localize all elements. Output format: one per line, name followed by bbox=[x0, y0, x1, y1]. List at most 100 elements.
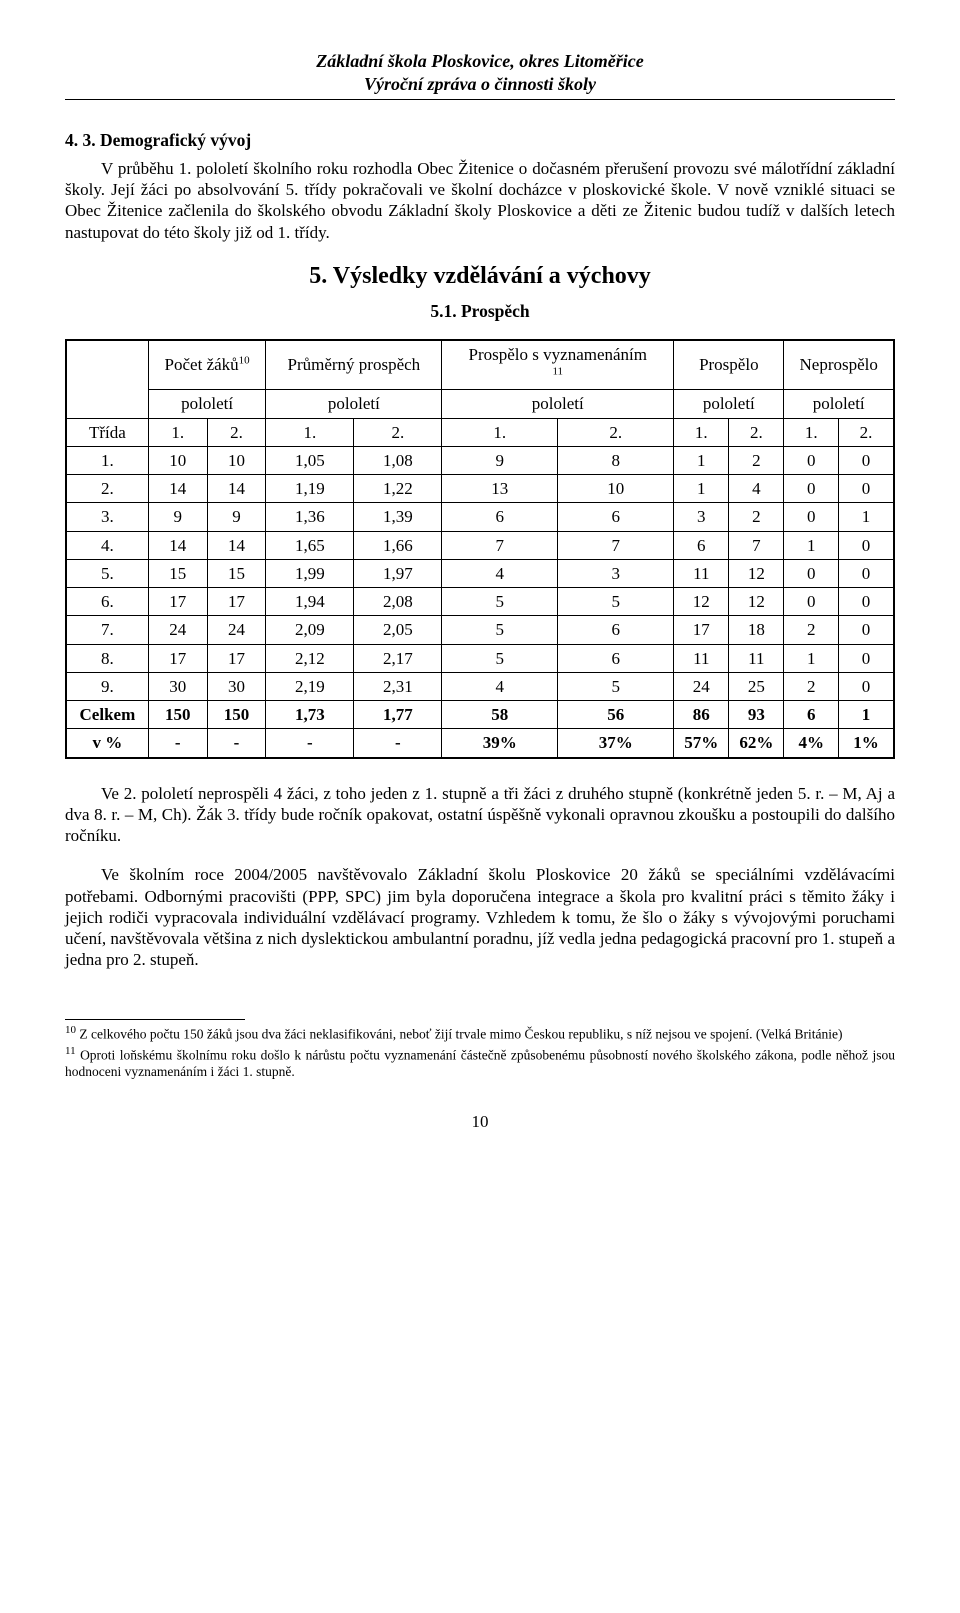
table-cell: 0 bbox=[784, 588, 839, 616]
sub-4-2: 2. bbox=[729, 418, 784, 446]
table-cell: 2,09 bbox=[266, 616, 354, 644]
table-cell: 11 bbox=[674, 644, 729, 672]
table-cell: 6 bbox=[784, 701, 839, 729]
table-cell: - bbox=[148, 729, 207, 758]
table-cell: 7 bbox=[729, 531, 784, 559]
header-report-line: Výroční zpráva o činnosti školy bbox=[65, 73, 895, 101]
table-cell: 1 bbox=[839, 701, 894, 729]
table-cell: 1,99 bbox=[266, 559, 354, 587]
sub-2-2: 2. bbox=[354, 418, 442, 446]
table-cell: 12 bbox=[674, 588, 729, 616]
sub-4-1: 1. bbox=[674, 418, 729, 446]
table-cell: - bbox=[354, 729, 442, 758]
table-cell: 30 bbox=[207, 672, 266, 700]
table-cell: 2,19 bbox=[266, 672, 354, 700]
table-cell: 9 bbox=[148, 503, 207, 531]
table-row: 6.17171,942,0855121200 bbox=[66, 588, 894, 616]
table-cell: 24 bbox=[148, 616, 207, 644]
table-cell: 1,66 bbox=[354, 531, 442, 559]
table-cell: 1,65 bbox=[266, 531, 354, 559]
table-cell: 13 bbox=[442, 475, 558, 503]
table-cell: 6 bbox=[558, 644, 674, 672]
table-cell: 4 bbox=[442, 559, 558, 587]
col-pocet-zaku: Počet žáků10 bbox=[148, 340, 266, 390]
table-cell: 2 bbox=[784, 672, 839, 700]
sub-5-2: 2. bbox=[839, 418, 894, 446]
table-cell: 15 bbox=[207, 559, 266, 587]
row-label: 1. bbox=[66, 446, 148, 474]
row-label: 9. bbox=[66, 672, 148, 700]
table-cell: 2,08 bbox=[354, 588, 442, 616]
footnote-11: 11 Oproti loňskému školnímu roku došlo k… bbox=[65, 1045, 895, 1081]
col-neprospelo: Neprospělo bbox=[784, 340, 894, 390]
table-cell: 17 bbox=[148, 644, 207, 672]
table-cell: 37% bbox=[558, 729, 674, 758]
table-cell: 86 bbox=[674, 701, 729, 729]
table-cell: 1,77 bbox=[354, 701, 442, 729]
table-cell: 1,22 bbox=[354, 475, 442, 503]
table-cell: 150 bbox=[148, 701, 207, 729]
table-cell: 17 bbox=[674, 616, 729, 644]
table-row: 5.15151,991,9743111200 bbox=[66, 559, 894, 587]
table-cell: 0 bbox=[839, 475, 894, 503]
footnote-ref-11: 11 bbox=[552, 365, 563, 377]
table-cell: 25 bbox=[729, 672, 784, 700]
table-cell: 150 bbox=[207, 701, 266, 729]
table-cell: 7 bbox=[558, 531, 674, 559]
section-5-heading: 5. Výsledky vzdělávání a výchovy bbox=[65, 261, 895, 291]
table-cell: 39% bbox=[442, 729, 558, 758]
row-label: 8. bbox=[66, 644, 148, 672]
table-cell: 56 bbox=[558, 701, 674, 729]
col-prumerny-prospech: Průměrný prospěch bbox=[266, 340, 442, 390]
table-cell: 6 bbox=[558, 503, 674, 531]
paragraph-after-table-1: Ve 2. pololetí neprospěli 4 žáci, z toho… bbox=[65, 783, 895, 847]
table-cell: 58 bbox=[442, 701, 558, 729]
table-cell: 9 bbox=[442, 446, 558, 474]
table-cell: 12 bbox=[729, 588, 784, 616]
table-cell: 11 bbox=[674, 559, 729, 587]
table-cell: 1 bbox=[784, 531, 839, 559]
table-row: 1.10101,051,08981200 bbox=[66, 446, 894, 474]
total-label: Celkem bbox=[66, 701, 148, 729]
table-cell: 0 bbox=[784, 446, 839, 474]
table-cell: 18 bbox=[729, 616, 784, 644]
table-cell: 0 bbox=[839, 672, 894, 700]
table-cell: 12 bbox=[729, 559, 784, 587]
table-cell: 6 bbox=[442, 503, 558, 531]
table-cell: 1,73 bbox=[266, 701, 354, 729]
table-cell: 24 bbox=[207, 616, 266, 644]
sub-1-2: 2. bbox=[207, 418, 266, 446]
table-cell: 2 bbox=[729, 503, 784, 531]
footnotes-block: 10 Z celkového počtu 150 žáků jsou dva ž… bbox=[65, 1019, 895, 1082]
table-cell: 57% bbox=[674, 729, 729, 758]
table-cell: 3 bbox=[558, 559, 674, 587]
table-row: 3.991,361,39663201 bbox=[66, 503, 894, 531]
table-cell: 2 bbox=[729, 446, 784, 474]
footnote-10: 10 Z celkového počtu 150 žáků jsou dva ž… bbox=[65, 1024, 895, 1043]
table-cell: 1% bbox=[839, 729, 894, 758]
table-cell: 5 bbox=[442, 644, 558, 672]
table-cell: 9 bbox=[207, 503, 266, 531]
sub-1-1: 1. bbox=[148, 418, 207, 446]
table-cell: 14 bbox=[207, 531, 266, 559]
table-cell: 1,05 bbox=[266, 446, 354, 474]
page-number: 10 bbox=[65, 1111, 895, 1132]
col-prospelo-vyznamenanim: Prospělo s vyznamenáním11 bbox=[442, 340, 674, 390]
table-cell: 8 bbox=[558, 446, 674, 474]
section-5-1-subheading: 5.1. Prospěch bbox=[65, 301, 895, 323]
table-cell: 5 bbox=[558, 588, 674, 616]
col-prospelo: Prospělo bbox=[674, 340, 784, 390]
footnote-10-text: Z celkového počtu 150 žáků jsou dva žáci… bbox=[79, 1026, 842, 1041]
table-header-row-1: Počet žáků10 Průměrný prospěch Prospělo … bbox=[66, 340, 894, 390]
table-cell: 1,94 bbox=[266, 588, 354, 616]
table-cell: 7 bbox=[442, 531, 558, 559]
table-cell: 17 bbox=[207, 588, 266, 616]
sub-3-1: 1. bbox=[442, 418, 558, 446]
table-row-total: Celkem1501501,731,775856869361 bbox=[66, 701, 894, 729]
row-label: 6. bbox=[66, 588, 148, 616]
table-cell: 0 bbox=[839, 644, 894, 672]
pololeti-3: pololetí bbox=[442, 390, 674, 418]
table-cell: 0 bbox=[839, 446, 894, 474]
table-cell: 2,17 bbox=[354, 644, 442, 672]
table-cell: 4 bbox=[729, 475, 784, 503]
